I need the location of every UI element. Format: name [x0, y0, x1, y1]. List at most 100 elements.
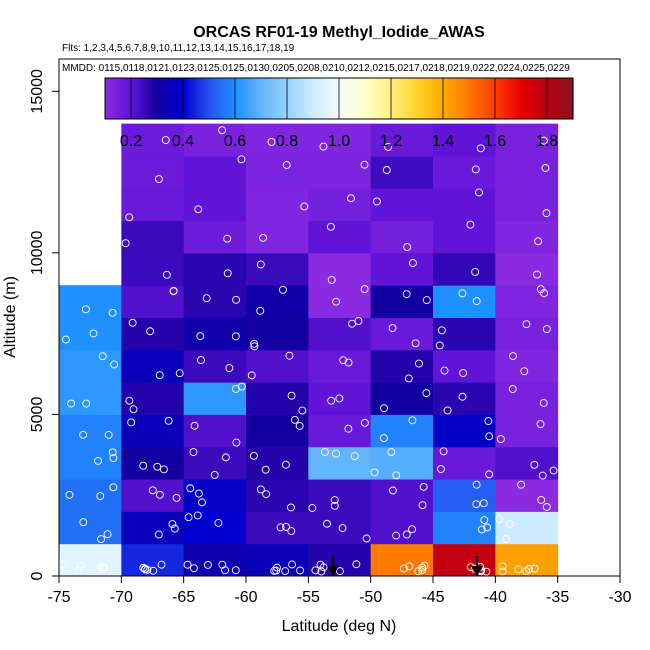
colorbar-segment — [151, 78, 155, 119]
colorbar-segment — [240, 78, 244, 119]
sample-marker — [231, 332, 240, 341]
colorbar-tick-label: 1.2 — [380, 133, 402, 150]
sample-marker — [129, 405, 138, 414]
sample-marker — [148, 486, 157, 495]
sample-marker — [534, 237, 543, 246]
sample-marker — [67, 399, 76, 408]
colorbar-segment — [253, 78, 257, 119]
sample-marker — [352, 560, 361, 569]
heatmap-cell — [59, 382, 122, 415]
colorbar-segment — [170, 78, 174, 119]
sample-marker — [330, 501, 339, 510]
sample-marker — [281, 460, 290, 469]
colorbar-segment — [424, 78, 428, 119]
heatmap-cell — [495, 414, 559, 448]
sample-marker — [104, 430, 113, 439]
colorbar-segment — [393, 78, 397, 119]
heatmap-cell — [183, 155, 247, 189]
colorbar-segment — [541, 78, 545, 119]
colorbar-segment — [255, 78, 259, 119]
heatmap-cell — [308, 349, 372, 383]
colorbar-segment — [435, 78, 439, 119]
sample-marker — [121, 239, 130, 248]
colorbar-segment — [209, 78, 213, 119]
sample-marker — [250, 339, 259, 348]
heatmap-cell — [370, 479, 434, 512]
sample-marker — [184, 513, 193, 522]
sample-marker — [210, 471, 219, 479]
heatmap-cell — [495, 285, 559, 318]
colorbar-segment — [487, 78, 491, 119]
colorbar-segment — [219, 78, 223, 119]
colorbar-segment — [471, 78, 475, 119]
sample-marker — [276, 523, 285, 532]
sample-marker — [169, 286, 178, 295]
colorbar-segment — [432, 78, 436, 119]
sample-marker — [223, 269, 232, 278]
heatmap-cell — [370, 414, 434, 448]
heatmap-cell — [308, 382, 372, 415]
colorbar-segment — [479, 78, 483, 119]
heatmap-cell — [121, 382, 185, 415]
colorbar-segment — [266, 78, 270, 119]
sample-marker — [287, 527, 296, 536]
sample-marker — [270, 566, 279, 575]
sample-marker — [237, 155, 246, 164]
colorbar-segment — [159, 78, 163, 119]
colorbar-segment — [336, 78, 340, 119]
sample-marker — [300, 202, 309, 211]
sample-marker — [440, 366, 449, 375]
colorbar-segment — [505, 78, 509, 119]
colorbar-segment — [206, 78, 210, 119]
sample-marker — [202, 294, 211, 303]
colorbar-segment — [445, 78, 449, 119]
heatmap-cell — [246, 349, 309, 383]
heatmap-cell — [59, 446, 122, 480]
colorbar-segment — [357, 78, 361, 119]
sample-marker — [232, 295, 241, 304]
colorbar-segment — [547, 78, 551, 119]
heatmap-cell — [370, 382, 434, 415]
sample-marker — [282, 161, 291, 169]
colorbar-segment — [193, 78, 197, 119]
sample-marker — [536, 285, 545, 294]
colorbar-tick-label: 1.4 — [432, 133, 454, 150]
sample-marker — [327, 396, 336, 405]
colorbar-segment — [261, 78, 265, 119]
sample-marker — [418, 563, 427, 572]
y-tick-label: 5000 — [29, 397, 46, 433]
x-tick-label: -35 — [546, 589, 569, 606]
sample-marker — [282, 523, 291, 531]
sample-marker — [81, 305, 90, 314]
sample-marker — [296, 566, 305, 575]
x-axis: -75 -70 -65 -60 -55 -50 -45 -40 -35 -30 — [47, 576, 632, 606]
heatmap-cell — [246, 479, 309, 512]
colorbar-segment — [333, 78, 337, 119]
colorbar-segment — [313, 78, 317, 119]
sample-marker — [476, 144, 485, 153]
chart-title: ORCAS RF01-19 Methyl_Iodide_AWAS — [193, 24, 485, 41]
sample-marker — [62, 335, 70, 344]
sample-marker — [153, 462, 162, 471]
sample-marker — [170, 524, 179, 533]
sample-marker — [422, 389, 431, 398]
sample-marker — [388, 486, 397, 495]
colorbar-segment — [443, 78, 447, 119]
sample-marker — [360, 418, 369, 427]
sample-marker — [223, 234, 232, 243]
sample-marker — [522, 567, 531, 576]
sample-marker — [437, 465, 445, 474]
sample-marker — [537, 495, 546, 504]
colorbar-segment — [216, 78, 220, 119]
colorbar-segment — [510, 78, 514, 119]
sample-marker — [419, 482, 428, 491]
sample-marker — [388, 324, 397, 333]
colorbar-segment — [565, 78, 569, 119]
colorbar-segment — [500, 78, 504, 119]
colorbar-segment — [518, 78, 522, 119]
sample-marker — [536, 420, 545, 428]
sample-marker — [538, 471, 547, 480]
sample-marker — [459, 369, 468, 377]
colorbar-segment — [279, 78, 283, 119]
colorbar-segment — [404, 78, 408, 119]
